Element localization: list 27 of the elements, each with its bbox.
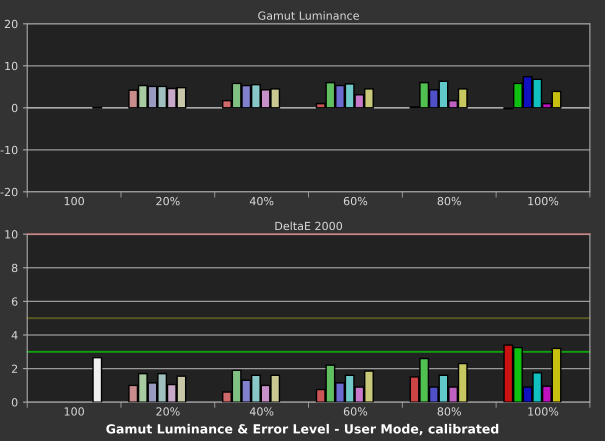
y-tick-label: 6 [12, 297, 18, 306]
y-tick-label: 0 [12, 398, 18, 407]
x-tick-label: 80% [438, 407, 461, 416]
x-tick-label: 20% [156, 407, 180, 416]
x-tick-label: 100% [528, 196, 558, 206]
y-tick-label: 2 [12, 364, 18, 373]
y-tick-label: 10 [5, 230, 18, 239]
x-tick-label: 40% [250, 407, 274, 416]
chart-title: DeltaE 2000 [275, 222, 342, 230]
y-tick-label: -10 [0, 146, 18, 154]
x-tick-label: 20% [156, 196, 180, 206]
x-tick-label: 60% [344, 407, 368, 416]
y-tick-label: 10 [5, 62, 18, 70]
text: Gamut Luminance & Error Level - User Mode, calibrated [106, 424, 498, 436]
y-tick-label: 8 [12, 264, 18, 272]
y-tick-label: 20 [4, 20, 18, 28]
x-tick-label: 100% [528, 407, 558, 416]
x-tick-label: 80% [438, 196, 461, 206]
bar [92, 356, 102, 402]
y-tick-label: 0 [12, 104, 18, 112]
chart-title: Gamut Luminance [258, 11, 359, 20]
y-tick-label: -20 [0, 188, 18, 196]
x-tick-label: 60% [344, 196, 368, 206]
y-tick-label: 4 [12, 331, 18, 340]
x-tick-label: 100 [64, 407, 84, 416]
x-tick-label: 100 [64, 196, 84, 206]
x-tick-label: 40% [250, 196, 274, 206]
